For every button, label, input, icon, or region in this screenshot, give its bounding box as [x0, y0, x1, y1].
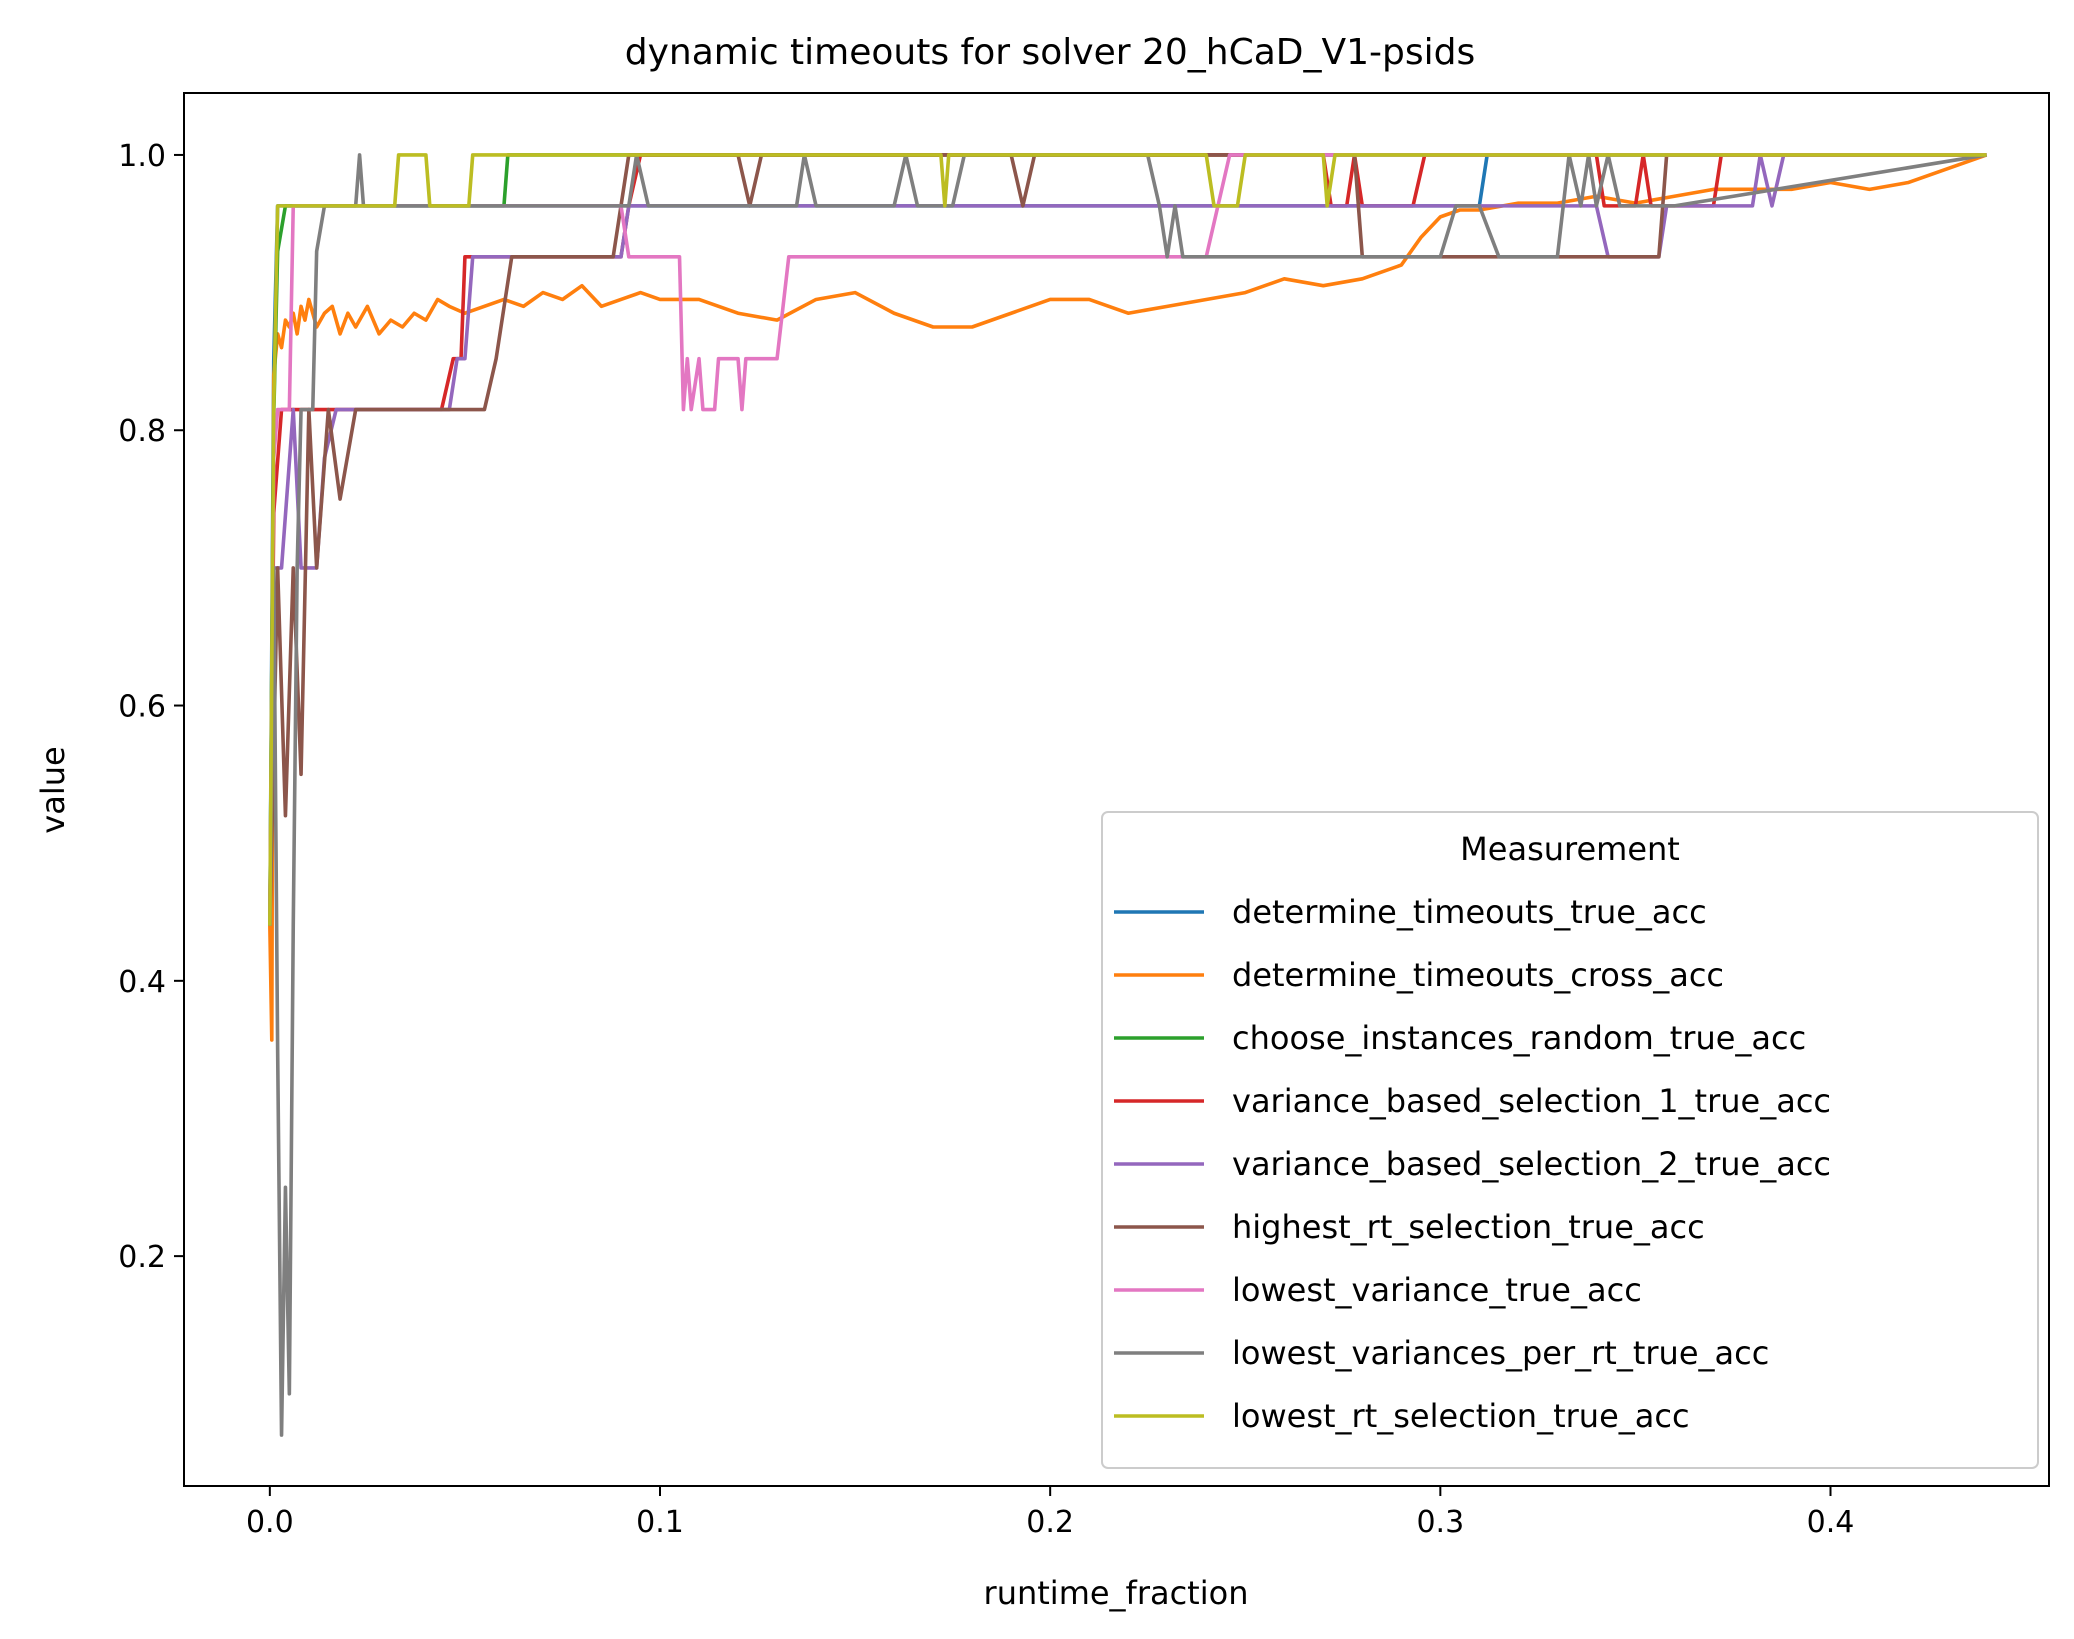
legend-item: determine_timeouts_cross_acc	[1114, 956, 1724, 994]
legend-label: lowest_variances_per_rt_true_acc	[1232, 1334, 1769, 1372]
plot-frame	[183, 92, 2050, 1487]
x-tick-label: 0.3	[1416, 1505, 1464, 1540]
y-axis: 0.2 0.4 0.6 0.8 1.0	[118, 139, 184, 1275]
legend-item: choose_instances_random_true_acc	[1114, 1019, 1806, 1057]
y-axis-label: value	[34, 746, 72, 833]
legend-label: choose_instances_random_true_acc	[1232, 1019, 1806, 1057]
legend-label: variance_based_selection_2_true_acc	[1232, 1145, 1831, 1183]
chart-title: dynamic timeouts for solver 20_hCaD_V1-p…	[625, 32, 1476, 73]
series-line-highest_rt_selection_true_acc	[268, 153, 1987, 926]
legend-item: variance_based_selection_2_true_acc	[1114, 1145, 1831, 1183]
y-tick-label: 0.8	[118, 414, 166, 449]
series-layer	[268, 153, 1988, 1437]
x-tick-label: 0.2	[1026, 1505, 1074, 1540]
legend-item: lowest_variance_true_acc	[1114, 1271, 1642, 1309]
x-tick-label: 0.0	[246, 1505, 294, 1540]
y-tick-label: 1.0	[118, 139, 166, 174]
y-tick-label: 0.6	[118, 690, 166, 725]
y-tick-label: 0.4	[118, 965, 166, 1000]
legend-item: highest_rt_selection_true_acc	[1114, 1208, 1705, 1246]
legend-item: variance_based_selection_1_true_acc	[1114, 1082, 1831, 1120]
legend-label: determine_timeouts_cross_acc	[1232, 956, 1724, 994]
x-tick-label: 0.4	[1807, 1505, 1855, 1540]
legend-items: determine_timeouts_true_acc determine_tim…	[1114, 893, 1831, 1435]
legend-item: lowest_variances_per_rt_true_acc	[1114, 1334, 1769, 1372]
series-line-lowest_variances_per_rt_true_acc	[268, 153, 1987, 1437]
legend-box	[1101, 811, 2039, 1469]
legend-label: highest_rt_selection_true_acc	[1232, 1208, 1705, 1246]
legend: Measurement determine_timeouts_true_accd…	[1101, 811, 2039, 1469]
legend-label: lowest_variance_true_acc	[1232, 1271, 1642, 1309]
x-axis-label: runtime_fraction	[984, 1574, 1249, 1612]
series-line-determine_timeouts_cross_acc	[268, 153, 1988, 1042]
x-axis: 0.0 0.1 0.2 0.3 0.4	[246, 1486, 1854, 1540]
legend-label: determine_timeouts_true_acc	[1232, 893, 1707, 931]
x-tick-label: 0.1	[636, 1505, 684, 1540]
y-tick-label: 0.2	[118, 1240, 166, 1275]
series-line-lowest_rt_selection_true_acc	[268, 153, 1987, 926]
series-line-lowest_variance_true_acc	[268, 153, 1987, 926]
legend-item: lowest_rt_selection_true_acc	[1114, 1397, 1690, 1435]
legend-label: lowest_rt_selection_true_acc	[1232, 1397, 1690, 1435]
legend-title: Measurement	[1460, 830, 1680, 868]
legend-item: determine_timeouts_true_acc	[1114, 893, 1707, 931]
legend-label: variance_based_selection_1_true_acc	[1232, 1082, 1831, 1120]
